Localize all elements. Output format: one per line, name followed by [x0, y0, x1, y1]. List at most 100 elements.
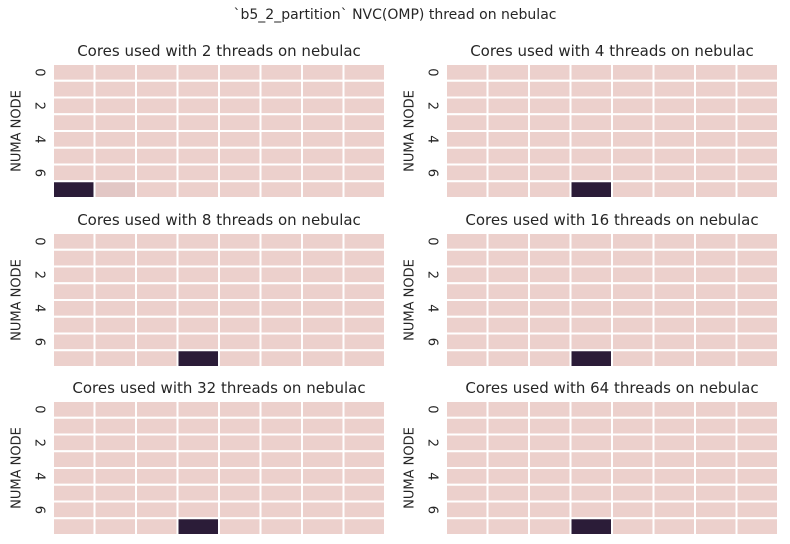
heatmap-cell: [259, 332, 303, 352]
heatmap-cell: [611, 483, 655, 503]
heatmap-cell: [735, 450, 779, 469]
panel-title: Cores used with 32 threads on nebulac: [72, 379, 365, 397]
heatmap-cell: [176, 315, 220, 335]
heatmap-cell: [259, 232, 303, 251]
panel-title: Cores used with 16 threads on nebulac: [465, 211, 758, 229]
heatmap-cell: [445, 349, 489, 368]
heatmap-cell: [259, 146, 303, 166]
heatmap-cell: [342, 113, 386, 132]
heatmap-cell: [176, 232, 220, 251]
heatmap-cell: [694, 517, 738, 536]
heatmap-cell: [52, 282, 96, 301]
heatmap-cell: [652, 467, 696, 486]
heatmap-cell: [135, 349, 179, 368]
heatmap-cell: [342, 433, 386, 453]
heatmap-cell: [486, 282, 530, 301]
heatmap-cell: [652, 248, 696, 268]
heatmap-cell: [694, 400, 738, 419]
heatmap-cell: [135, 96, 179, 116]
heatmap-cell: [342, 265, 386, 285]
heatmap-cell: [342, 163, 386, 183]
heatmap-cell: [135, 483, 179, 503]
heatmap-cell: [611, 63, 655, 82]
heatmap-cell: [486, 517, 530, 536]
heatmap-cell: [486, 113, 530, 132]
heatmap-cell: [301, 315, 345, 335]
y-tick-label: 4: [425, 472, 440, 480]
heatmap-cell: [569, 416, 613, 436]
heatmap-cell: [652, 400, 696, 419]
heatmap-cell: [735, 232, 779, 251]
heatmap-cell: [528, 63, 572, 82]
heatmap-cell: [135, 299, 179, 318]
heatmap-cell: [694, 96, 738, 116]
heatmap-cell: [176, 113, 220, 132]
heatmap-cell: [611, 96, 655, 116]
heatmap-cell: [218, 467, 262, 486]
heatmap-cell: [569, 517, 613, 536]
heatmap-cell: [528, 130, 572, 149]
heatmap-cell: [93, 265, 137, 285]
heatmap-cell: [528, 79, 572, 99]
heatmap-cell: [52, 113, 96, 132]
heatmap-cell: [342, 483, 386, 503]
heatmap-cell: [93, 299, 137, 318]
heatmap-cell: [135, 63, 179, 82]
heatmap-cell: [694, 299, 738, 318]
heatmap-cell: [569, 96, 613, 116]
heatmap-cell: [135, 467, 179, 486]
heatmap-cell: [611, 180, 655, 199]
heatmap-cell: [486, 433, 530, 453]
panel-title: Cores used with 8 threads on nebulac: [77, 211, 361, 229]
heatmap-cell: [486, 416, 530, 436]
heatmap-cell: [259, 433, 303, 453]
heatmap-cell: [259, 500, 303, 520]
heatmap-cell: [528, 483, 572, 503]
heatmap-cell: [652, 265, 696, 285]
heatmap-cell: [611, 79, 655, 99]
heatmap-cell: [445, 79, 489, 99]
heatmap-cell: [652, 96, 696, 116]
heatmap-cell: [135, 400, 179, 419]
heatmap-cell: [652, 517, 696, 536]
heatmap-cell: [611, 163, 655, 183]
heatmap-cell: [611, 315, 655, 335]
heatmap-cell: [528, 400, 572, 419]
heatmap-cell: [93, 282, 137, 301]
heatmap-cell: [218, 433, 262, 453]
heatmap-cell: [218, 163, 262, 183]
heatmap-cell: [135, 265, 179, 285]
heatmap-cell: [735, 63, 779, 82]
y-tick-label: 0: [32, 405, 47, 413]
heatmap-cell: [301, 63, 345, 82]
heatmap-cell: [652, 232, 696, 251]
heatmap-cell: [694, 146, 738, 166]
heatmap-cell: [176, 180, 220, 199]
heatmap-cell: [93, 113, 137, 132]
heatmap-cell: [694, 433, 738, 453]
heatmap-cell: [52, 299, 96, 318]
heatmap-cell: [569, 500, 613, 520]
heatmap-cell: [52, 232, 96, 251]
heatmap-cell: [176, 265, 220, 285]
heatmap-cell: [218, 130, 262, 149]
heatmap-cell: [652, 180, 696, 199]
heatmap-cell: [93, 63, 137, 82]
heatmap-cell: [301, 146, 345, 166]
heatmap-cell: [342, 299, 386, 318]
heatmap-cell: [342, 248, 386, 268]
heatmap-cell: [135, 500, 179, 520]
heatmap-cell: [528, 332, 572, 352]
heatmap-cell: [528, 96, 572, 116]
heatmap-cell: [528, 467, 572, 486]
heatmap-cell: [445, 400, 489, 419]
heatmap-cell: [218, 265, 262, 285]
heatmap-cell: [93, 130, 137, 149]
heatmap-cell: [652, 282, 696, 301]
heatmap-cell: [52, 63, 96, 82]
heatmap-cell: [259, 483, 303, 503]
heatmap-cell: [445, 265, 489, 285]
heatmap-cell: [486, 315, 530, 335]
heatmap-cell: [652, 299, 696, 318]
heatmap-cell: [445, 315, 489, 335]
